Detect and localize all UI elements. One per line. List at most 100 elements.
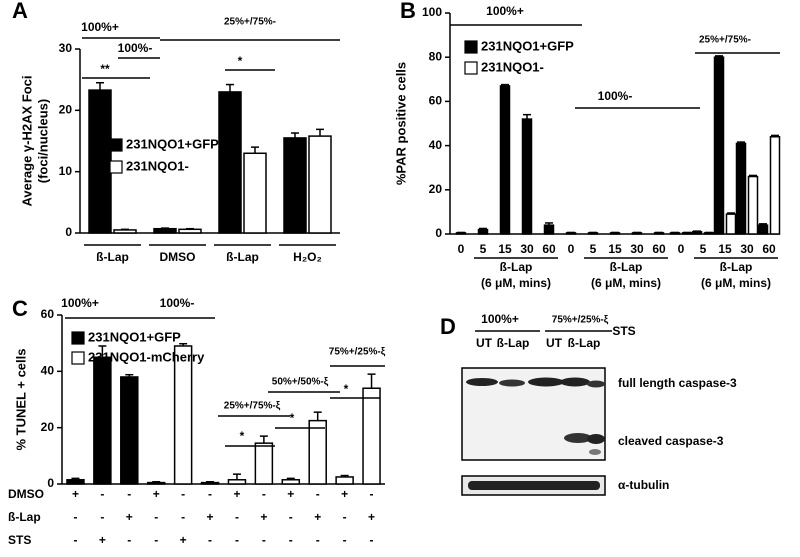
treatment-mark: + [99,533,106,547]
treatment-mark: - [343,533,347,547]
treatment-mark: - [208,533,212,547]
bar [335,476,354,485]
error-bar [251,146,259,154]
treatment-mark: - [100,487,104,501]
y-tick-label: 0 [47,476,54,490]
annotation: 100%- [160,296,195,310]
treatment-label: STS [8,533,31,547]
error-bar [727,212,735,215]
legend-swatch [109,160,123,174]
annotation: 100%+ [61,296,99,310]
annotation: 25%+/75%-ξ [224,401,281,412]
x-tick-label: 60 [542,242,556,256]
panel-label: D [440,314,456,339]
x-tick-label: 0 [458,242,465,256]
bar [725,213,737,235]
error-bar [693,230,701,232]
y-tick-label: 60 [429,94,443,108]
error-bar [545,222,553,226]
band-label: full length caspase-3 [618,376,737,390]
treatment-mark: + [233,487,240,501]
annotation: 100%+ [81,20,119,34]
bar [362,387,381,485]
error-bar [291,132,299,138]
bar [153,227,177,234]
group-label: ß-Lap [720,260,753,274]
error-bar [206,480,215,483]
y-tick-label: 100 [422,5,442,19]
y-axis-label: % TUNEL + cells [13,349,28,451]
bar [93,356,112,485]
y-tick-label: 0 [435,226,442,240]
x-tick-label: 0 [568,242,575,256]
group-label: ß-Lap [500,260,533,274]
y-tick-label: 20 [429,182,443,196]
bar [735,142,747,235]
error-bar [259,435,268,444]
error-bar [161,227,169,229]
treatment-mark: - [316,487,320,501]
treatment-mark: - [343,510,347,524]
error-bar [759,223,767,226]
bar [713,56,725,235]
treatment-mark: - [262,487,266,501]
y-tick-label: 80 [429,49,443,63]
bar [477,228,489,235]
lane-label: ß-Lap [568,336,601,350]
treatment-mark: - [154,533,158,547]
annotation: * [238,54,243,68]
treatment-mark: - [289,510,293,524]
treatment-mark: - [154,510,158,524]
treatment-mark: - [181,510,185,524]
error-bar [71,477,80,480]
error-bar [121,228,129,231]
panel-label: B [400,0,416,23]
error-bar [98,345,107,358]
x-tick-label: 5 [590,242,597,256]
y-tick-label: 60 [41,307,55,321]
treatment-label: DMSO [8,487,44,501]
error-bar [313,411,322,421]
y-axis-label: %PAR positive cells [393,62,408,185]
x-tick-label: 5 [700,242,707,256]
error-bar [96,81,104,91]
annotation: 50%+/50%-ξ [272,377,329,388]
band-label: cleaved caspase-3 [618,434,724,448]
x-tick-label: 60 [762,242,776,256]
y-tick-label: 30 [59,41,73,55]
legend-label: 231NQO1+GFP [481,38,574,53]
bar [227,479,247,485]
error-bar [186,227,194,230]
panel-label: A [12,0,28,23]
treatment-mark: + [368,510,375,524]
error-bar [232,473,241,480]
annotation: 25%+/75%- [699,35,751,46]
x-tick-label: 30 [740,242,754,256]
y-tick-label: 20 [59,103,73,117]
x-tick-label: ß-Lap [96,250,129,264]
blot-image [461,367,606,496]
treatment-mark: - [235,533,239,547]
y-tick-label: 40 [429,138,443,152]
error-bar [771,134,779,137]
treatment-mark: - [370,487,374,501]
x-tick-label: 60 [652,242,666,256]
bar [66,479,85,485]
treatment-mark: - [262,533,266,547]
annotation: 75%+/25%-ξ [329,347,386,358]
bar [243,152,267,234]
x-tick-label: H₂O₂ [293,250,322,264]
error-bar [179,342,188,346]
group-label: 100%+ [481,312,519,326]
annotation: * [344,382,349,396]
lane-label: UT [476,336,493,350]
treatment-mark: - [316,533,320,547]
legend-swatch [71,351,85,365]
annotation: ** [100,62,110,76]
annotation: * [290,411,295,425]
y-axis-label: (foci/nucleus) [35,99,50,184]
treatment-mark: - [289,533,293,547]
group-sublabel: (6 μM, mins) [481,276,551,290]
legend-label: 231NQO1-mCherry [88,349,205,364]
